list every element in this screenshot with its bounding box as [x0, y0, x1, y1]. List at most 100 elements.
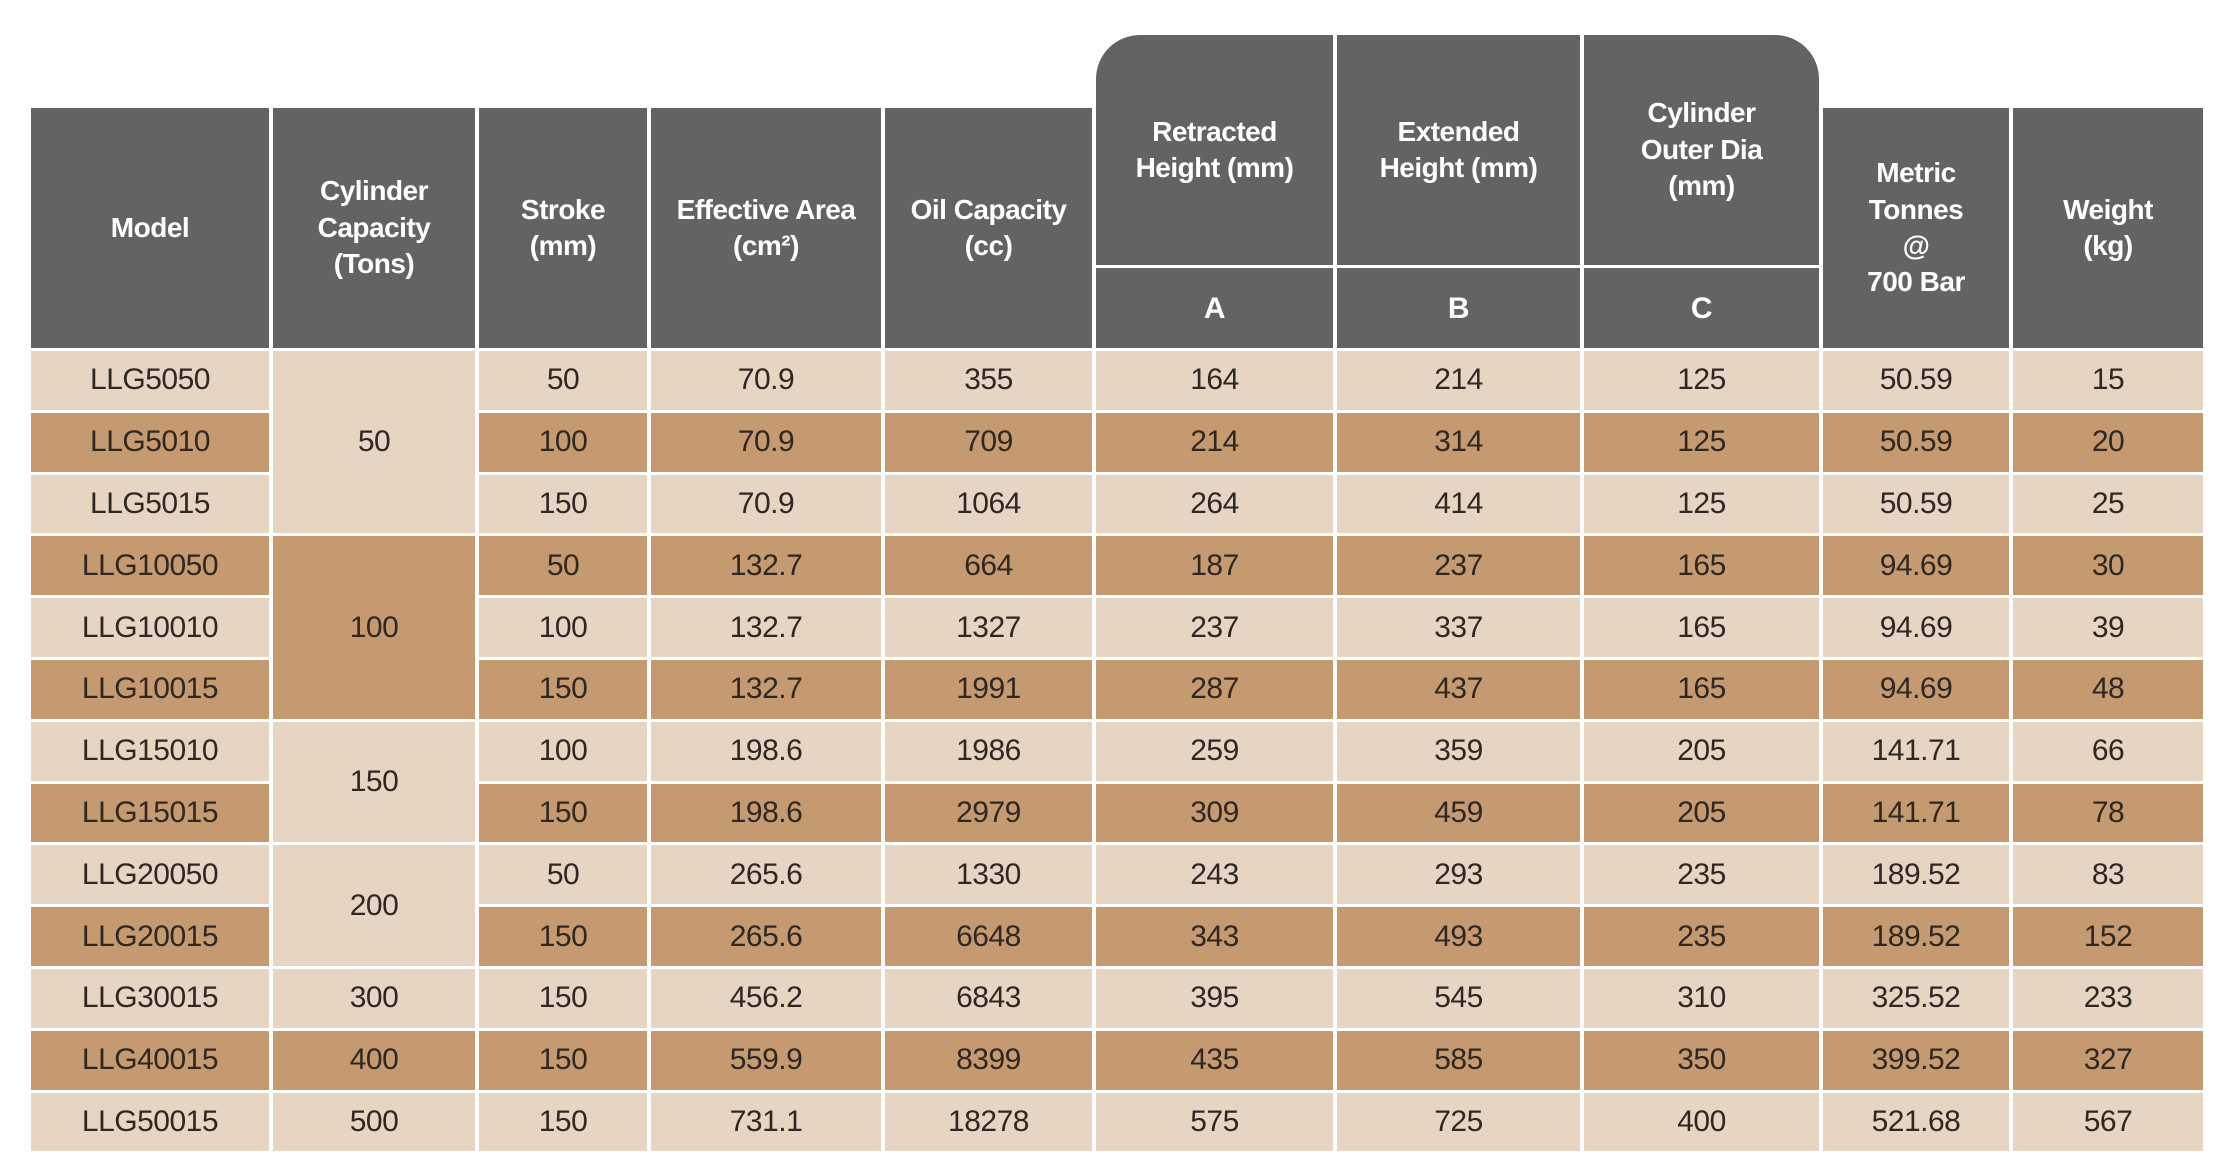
cell-stroke: 50: [479, 536, 647, 596]
cell-retracted-height: 237: [1096, 598, 1333, 657]
cell-outer-dia: 400: [1584, 1092, 1819, 1152]
cell-stroke: 150: [479, 659, 647, 719]
column-header-oil-capacity: Oil Capacity (cc): [885, 108, 1092, 348]
cell-outer-dia: 205: [1584, 721, 1819, 781]
cell-extended-height: 414: [1337, 474, 1580, 534]
cell-effective-area: 132.7: [651, 659, 881, 719]
cell-extended-height: 293: [1337, 845, 1580, 905]
column-header-extended-height: Extended Height (mm): [1337, 35, 1580, 265]
cell-stroke: 100: [479, 598, 647, 657]
cell-effective-area: 198.6: [651, 721, 881, 781]
cell-extended-height: 359: [1337, 721, 1580, 781]
cell-extended-height: 545: [1337, 968, 1580, 1028]
cell-metric-tonnes: 189.52: [1823, 907, 2009, 966]
cell-oil-capacity: 6843: [885, 968, 1092, 1028]
cell-weight: 39: [2013, 598, 2203, 657]
cell-model: LLG40015: [31, 1030, 269, 1090]
cell-outer-dia: 125: [1584, 351, 1819, 410]
cell-model: LLG10015: [31, 659, 269, 719]
cell-metric-tonnes: 325.52: [1823, 968, 2009, 1028]
cell-oil-capacity: 2979: [885, 783, 1092, 843]
cell-extended-height: 237: [1337, 536, 1580, 596]
cell-model: LLG10050: [31, 536, 269, 596]
cell-model: LLG50015: [31, 1092, 269, 1152]
cell-extended-height: 459: [1337, 783, 1580, 843]
cell-oil-capacity: 6648: [885, 907, 1092, 966]
cell-effective-area: 731.1: [651, 1092, 881, 1152]
cell-retracted-height: 164: [1096, 351, 1333, 410]
cell-metric-tonnes: 94.69: [1823, 598, 2009, 657]
cell-metric-tonnes: 399.52: [1823, 1030, 2009, 1090]
cell-weight: 30: [2013, 536, 2203, 596]
cell-extended-height: 437: [1337, 659, 1580, 719]
cell-retracted-height: 243: [1096, 845, 1333, 905]
cell-cylinder-capacity-group: 200: [273, 845, 475, 966]
cell-metric-tonnes: 141.71: [1823, 783, 2009, 843]
cell-stroke: 150: [479, 907, 647, 966]
cell-model: LLG30015: [31, 968, 269, 1028]
cell-cylinder-capacity-group: 100: [273, 536, 475, 719]
cell-weight: 20: [2013, 412, 2203, 472]
cell-weight: 48: [2013, 659, 2203, 719]
subheader-a: A: [1096, 268, 1333, 348]
column-header-model: Model: [31, 108, 269, 348]
cell-model: LLG5050: [31, 351, 269, 410]
cell-metric-tonnes: 521.68: [1823, 1092, 2009, 1152]
cell-oil-capacity: 1986: [885, 721, 1092, 781]
cell-retracted-height: 287: [1096, 659, 1333, 719]
cell-weight: 567: [2013, 1092, 2203, 1152]
cell-retracted-height: 187: [1096, 536, 1333, 596]
cell-outer-dia: 235: [1584, 907, 1819, 966]
cell-metric-tonnes: 141.71: [1823, 721, 2009, 781]
cell-cylinder-capacity-group: 50: [273, 351, 475, 534]
cell-effective-area: 456.2: [651, 968, 881, 1028]
cell-retracted-height: 575: [1096, 1092, 1333, 1152]
cell-weight: 66: [2013, 721, 2203, 781]
cell-metric-tonnes: 50.59: [1823, 351, 2009, 410]
cell-effective-area: 132.7: [651, 598, 881, 657]
cell-retracted-height: 435: [1096, 1030, 1333, 1090]
cell-retracted-height: 264: [1096, 474, 1333, 534]
cell-model: LLG20050: [31, 845, 269, 905]
cell-cylinder-capacity-group: 150: [273, 721, 475, 843]
cell-retracted-height: 343: [1096, 907, 1333, 966]
cell-effective-area: 198.6: [651, 783, 881, 843]
cell-metric-tonnes: 189.52: [1823, 845, 2009, 905]
cell-extended-height: 337: [1337, 598, 1580, 657]
cell-retracted-height: 395: [1096, 968, 1333, 1028]
cell-extended-height: 214: [1337, 351, 1580, 410]
cell-weight: 152: [2013, 907, 2203, 966]
cell-weight: 78: [2013, 783, 2203, 843]
cell-extended-height: 725: [1337, 1092, 1580, 1152]
cell-outer-dia: 125: [1584, 474, 1819, 534]
cell-outer-dia: 205: [1584, 783, 1819, 843]
column-header-stroke: Stroke (mm): [479, 108, 647, 348]
cell-retracted-height: 259: [1096, 721, 1333, 781]
cell-outer-dia: 125: [1584, 412, 1819, 472]
cell-effective-area: 265.6: [651, 845, 881, 905]
cell-outer-dia: 165: [1584, 598, 1819, 657]
cell-cylinder-capacity-group: 500: [273, 1092, 475, 1152]
cell-stroke: 100: [479, 721, 647, 781]
cell-effective-area: 265.6: [651, 907, 881, 966]
cell-weight: 233: [2013, 968, 2203, 1028]
cell-weight: 25: [2013, 474, 2203, 534]
cell-retracted-height: 214: [1096, 412, 1333, 472]
cell-metric-tonnes: 50.59: [1823, 412, 2009, 472]
cell-cylinder-capacity-group: 300: [273, 968, 475, 1028]
cell-oil-capacity: 664: [885, 536, 1092, 596]
cell-model: LLG5015: [31, 474, 269, 534]
cell-stroke: 100: [479, 412, 647, 472]
cell-extended-height: 493: [1337, 907, 1580, 966]
cell-extended-height: 314: [1337, 412, 1580, 472]
cell-model: LLG15010: [31, 721, 269, 781]
cell-weight: 327: [2013, 1030, 2203, 1090]
cell-effective-area: 70.9: [651, 351, 881, 410]
cell-model: LLG5010: [31, 412, 269, 472]
cell-metric-tonnes: 50.59: [1823, 474, 2009, 534]
cell-weight: 15: [2013, 351, 2203, 410]
cell-metric-tonnes: 94.69: [1823, 659, 2009, 719]
cell-model: LLG20015: [31, 907, 269, 966]
spec-table-grid: Model Cylinder Capacity (Tons) Stroke (m…: [31, 35, 2203, 1152]
cell-outer-dia: 165: [1584, 659, 1819, 719]
